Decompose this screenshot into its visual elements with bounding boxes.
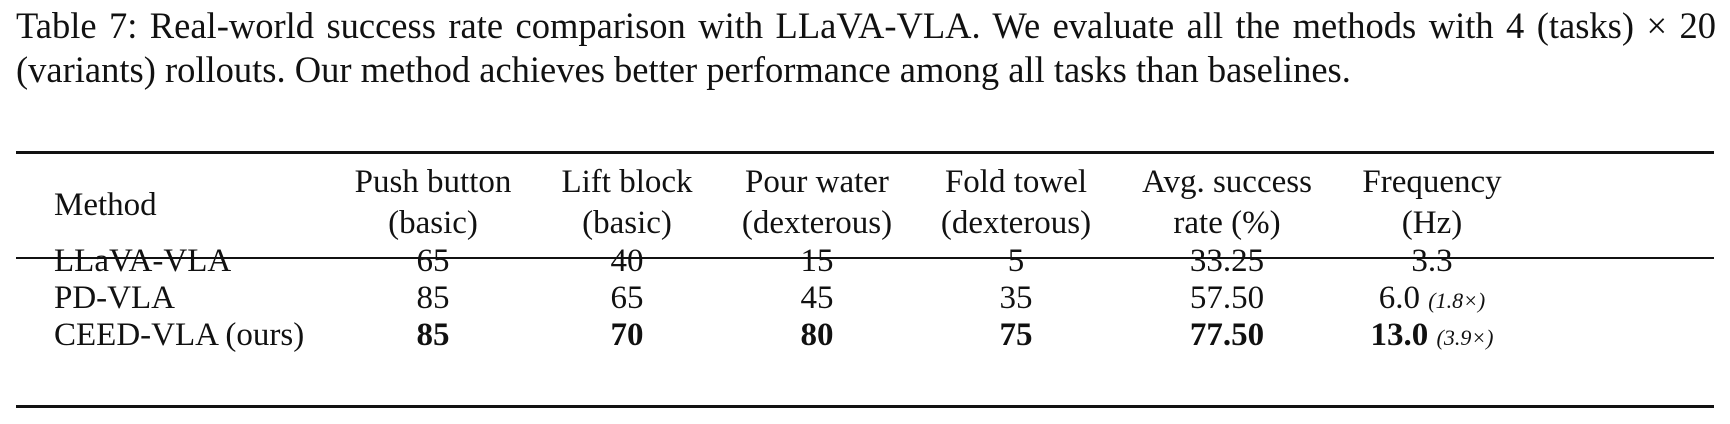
cell-speedup: (3.9×) [1436, 325, 1494, 350]
cell-fold-towel: 35 [999, 280, 1033, 316]
header-lift-block: Lift block (basic) [561, 162, 692, 244]
cell-lift-block: 70 [610, 317, 644, 353]
table-row: CEED-VLA (ours) 85 70 80 75 77.50 13.0 (… [0, 315, 1730, 355]
cell-speedup: (1.8×) [1428, 288, 1486, 313]
cell-lift-block: 40 [610, 243, 644, 279]
header-frequency-line2: (Hz) [1401, 205, 1463, 241]
cell-frequency: 6.0 [1378, 280, 1420, 316]
header-pour-water: Pour water (dexterous) [742, 162, 892, 244]
cell-fold-towel: 75 [999, 317, 1033, 353]
cell-push-button: 85 [416, 280, 450, 316]
header-method: Method [54, 187, 157, 223]
cell-pour-water: 45 [800, 280, 834, 316]
table-header-rule [16, 257, 1714, 259]
cell-frequency: 3.3 [1411, 243, 1453, 279]
header-fold-towel-line2: (dexterous) [940, 205, 1092, 241]
cell-fold-towel: 5 [1007, 243, 1025, 279]
table-row: LLaVA-VLA 65 40 15 5 33.25 3.3 [0, 241, 1730, 281]
cell-lift-block: 65 [610, 280, 644, 316]
table-top-rule [16, 151, 1714, 154]
header-pour-water-line2: (dexterous) [741, 205, 893, 241]
header-push-button-line1: Push button [354, 164, 512, 200]
cell-avg-success: 57.50 [1189, 280, 1265, 316]
cell-pour-water: 15 [800, 243, 834, 279]
header-avg-success-line2: rate (%) [1173, 205, 1281, 241]
cell-push-button: 85 [416, 317, 450, 353]
header-pour-water-line1: Pour water [745, 164, 889, 200]
cell-frequency-group: 13.0 (3.9×) [1371, 315, 1494, 358]
header-fold-towel: Fold towel (dexterous) [941, 162, 1091, 244]
header-push-button-line2: (basic) [388, 205, 478, 241]
row-method: PD-VLA [54, 280, 175, 316]
header-fold-towel-line1: Fold towel [944, 164, 1088, 200]
header-frequency-line1: Frequency [1362, 164, 1502, 200]
cell-frequency-group: 6.0 (1.8×) [1379, 278, 1486, 321]
row-method: LLaVA-VLA [54, 243, 232, 279]
header-lift-block-line2: (basic) [582, 205, 672, 241]
header-push-button: Push button (basic) [355, 162, 512, 244]
cell-frequency: 13.0 [1370, 317, 1429, 353]
cell-push-button: 65 [416, 243, 450, 279]
row-method: CEED-VLA (ours) [54, 317, 305, 353]
cell-avg-success: 77.50 [1189, 317, 1265, 353]
cell-avg-success: 33.25 [1189, 243, 1265, 279]
table-caption: Table 7: Real-world success rate compari… [16, 5, 1716, 90]
table-bottom-rule [16, 405, 1714, 408]
header-avg-success: Avg. success rate (%) [1142, 162, 1312, 244]
table-row: PD-VLA 85 65 45 35 57.50 6.0 (1.8×) [0, 278, 1730, 318]
header-avg-success-line1: Avg. success [1142, 164, 1312, 200]
header-frequency: Frequency (Hz) [1362, 162, 1501, 244]
cell-pour-water: 80 [800, 317, 834, 353]
header-lift-block-line1: Lift block [561, 164, 693, 200]
